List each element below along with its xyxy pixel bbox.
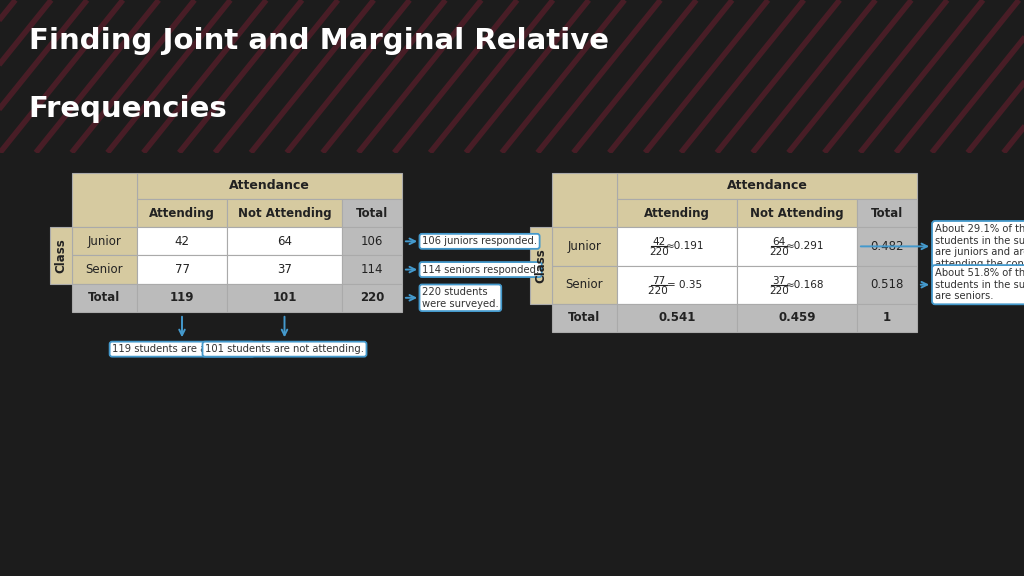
FancyBboxPatch shape [617, 227, 737, 266]
Text: 77: 77 [652, 276, 666, 286]
FancyBboxPatch shape [552, 304, 617, 332]
Text: Frequencies: Frequencies [29, 94, 227, 123]
FancyBboxPatch shape [857, 199, 918, 227]
Text: Attendance: Attendance [229, 179, 310, 192]
Text: 42: 42 [652, 237, 666, 247]
Text: 37: 37 [278, 263, 292, 276]
Text: 220: 220 [359, 291, 384, 304]
Text: Not Attending: Not Attending [751, 207, 844, 219]
Text: 220: 220 [769, 286, 788, 295]
FancyBboxPatch shape [72, 284, 137, 312]
Text: = 0.35: = 0.35 [668, 280, 702, 290]
Text: Total: Total [870, 207, 903, 219]
FancyBboxPatch shape [342, 284, 402, 312]
FancyBboxPatch shape [530, 227, 552, 304]
FancyBboxPatch shape [857, 227, 918, 266]
Text: 0.541: 0.541 [658, 312, 695, 324]
Text: About 51.8% of the
students in the survey
are seniors.: About 51.8% of the students in the surve… [935, 268, 1024, 301]
Text: Class: Class [54, 238, 68, 273]
FancyBboxPatch shape [617, 266, 737, 304]
Text: Total: Total [356, 207, 388, 219]
FancyBboxPatch shape [227, 199, 342, 227]
FancyBboxPatch shape [227, 227, 342, 256]
FancyBboxPatch shape [617, 199, 737, 227]
Text: Attending: Attending [150, 207, 215, 219]
Text: 119 students are attending.: 119 students are attending. [112, 344, 252, 354]
FancyBboxPatch shape [72, 227, 137, 256]
FancyBboxPatch shape [227, 284, 342, 312]
Text: 220: 220 [769, 248, 788, 257]
Text: 64: 64 [278, 235, 292, 248]
FancyBboxPatch shape [137, 173, 402, 199]
FancyBboxPatch shape [342, 227, 402, 256]
Text: Senior: Senior [565, 278, 603, 291]
FancyBboxPatch shape [227, 256, 342, 284]
FancyBboxPatch shape [617, 173, 918, 199]
Text: Total: Total [568, 312, 601, 324]
FancyBboxPatch shape [137, 227, 227, 256]
Text: 42: 42 [174, 235, 189, 248]
FancyBboxPatch shape [737, 266, 857, 304]
Text: ≈0.191: ≈0.191 [666, 241, 705, 251]
Text: 0.482: 0.482 [870, 240, 904, 253]
FancyBboxPatch shape [342, 199, 402, 227]
Text: 114: 114 [360, 263, 383, 276]
FancyBboxPatch shape [137, 284, 227, 312]
FancyBboxPatch shape [342, 256, 402, 284]
Text: Junior: Junior [88, 235, 122, 248]
Text: Not Attending: Not Attending [238, 207, 332, 219]
Text: ≈0.168: ≈0.168 [785, 280, 824, 290]
FancyBboxPatch shape [137, 256, 227, 284]
Text: 220: 220 [649, 248, 669, 257]
FancyBboxPatch shape [552, 173, 617, 227]
Text: Attending: Attending [644, 207, 710, 219]
Text: Finding Joint and Marginal Relative: Finding Joint and Marginal Relative [29, 28, 608, 55]
FancyBboxPatch shape [552, 266, 617, 304]
FancyBboxPatch shape [737, 227, 857, 266]
FancyBboxPatch shape [137, 199, 227, 227]
Text: 0.459: 0.459 [778, 312, 816, 324]
Text: 0.518: 0.518 [870, 278, 904, 291]
Text: 114 seniors responded.: 114 seniors responded. [422, 264, 540, 275]
Text: 220: 220 [647, 286, 671, 295]
Text: 119: 119 [170, 291, 195, 304]
FancyBboxPatch shape [72, 173, 137, 227]
FancyBboxPatch shape [72, 256, 137, 284]
Text: Class: Class [535, 248, 548, 283]
FancyBboxPatch shape [617, 304, 737, 332]
FancyBboxPatch shape [857, 266, 918, 304]
Text: 101 students are not attending.: 101 students are not attending. [205, 344, 364, 354]
Text: 77: 77 [174, 263, 189, 276]
Text: About 29.1% of the
students in the survey
are juniors and are not
attending the : About 29.1% of the students in the surve… [935, 224, 1024, 269]
FancyBboxPatch shape [737, 199, 857, 227]
FancyBboxPatch shape [737, 304, 857, 332]
Text: Total: Total [88, 291, 121, 304]
Text: 106 juniors responded.: 106 juniors responded. [422, 236, 538, 247]
Text: 220 students
were surveyed.: 220 students were surveyed. [422, 287, 499, 309]
Text: ≈0.291: ≈0.291 [785, 241, 824, 251]
Text: 101: 101 [272, 291, 297, 304]
FancyBboxPatch shape [50, 227, 72, 284]
Text: Senior: Senior [86, 263, 123, 276]
Text: Junior: Junior [567, 240, 601, 253]
FancyBboxPatch shape [552, 227, 617, 266]
Text: 1: 1 [883, 312, 891, 324]
FancyBboxPatch shape [857, 304, 918, 332]
Text: 37: 37 [772, 276, 785, 286]
Text: Attendance: Attendance [727, 179, 808, 192]
Text: 106: 106 [360, 235, 383, 248]
Text: 64: 64 [772, 237, 785, 247]
